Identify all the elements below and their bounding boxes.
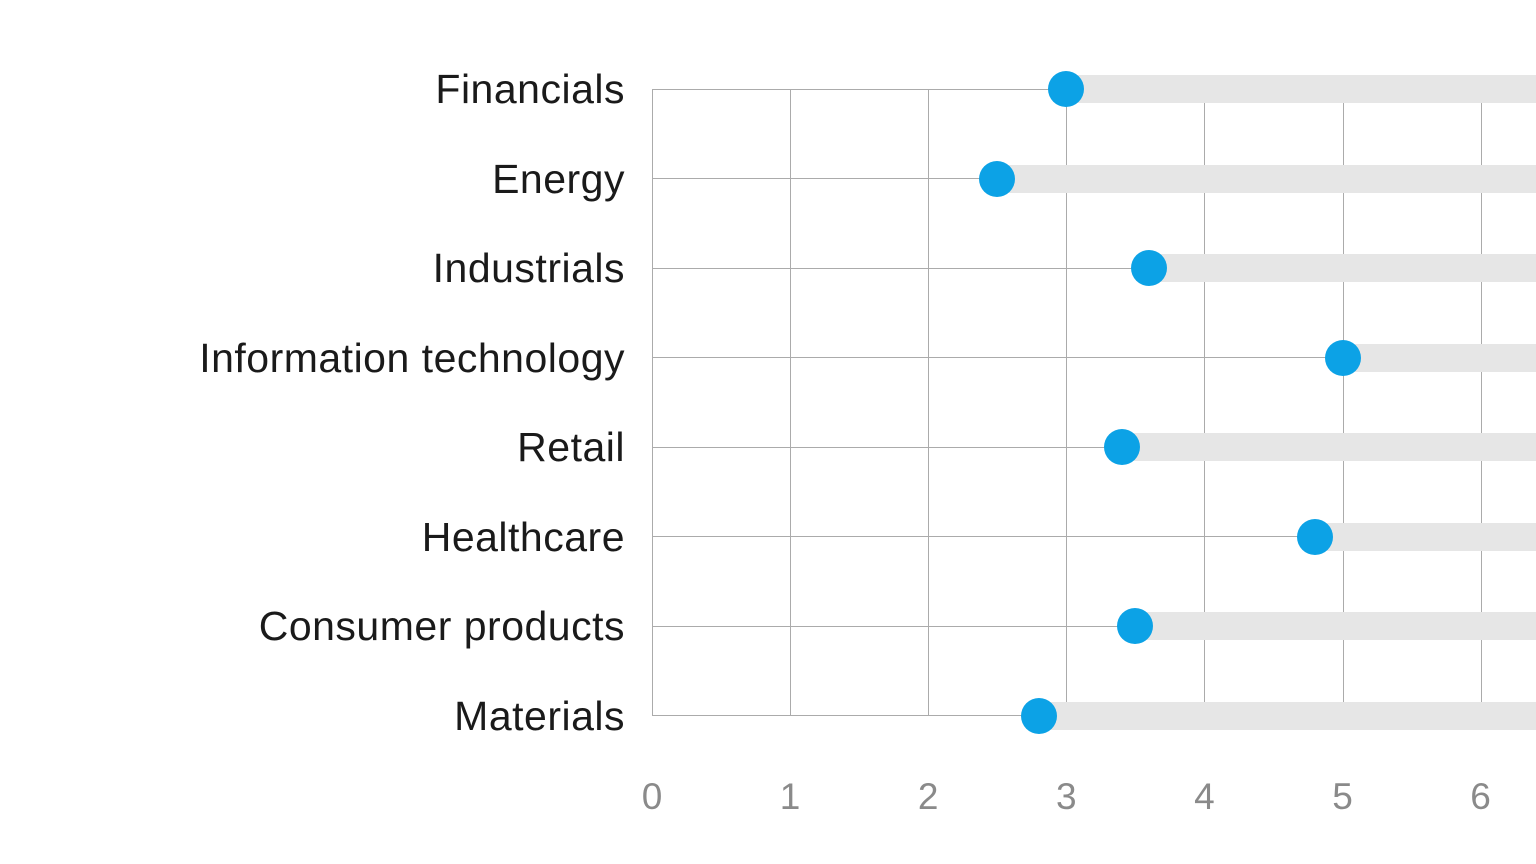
x-tick-label: 2 bbox=[917, 776, 939, 817]
x-gridline bbox=[1342, 89, 1344, 717]
category-label: Retail bbox=[517, 424, 625, 471]
category-guide-line bbox=[652, 625, 1136, 627]
data-point-dot bbox=[1048, 71, 1085, 107]
category-label: Financials bbox=[435, 66, 625, 112]
x-tick-label: 5 bbox=[1332, 776, 1353, 817]
category-label: Information technology bbox=[199, 334, 625, 381]
track-bar bbox=[1121, 433, 1536, 462]
category-guide-line bbox=[652, 446, 1122, 448]
data-point-dot bbox=[1324, 339, 1361, 376]
x-gridline bbox=[790, 89, 792, 717]
category-guide-line bbox=[652, 715, 1039, 717]
category-guide-line bbox=[652, 536, 1315, 538]
track-bar bbox=[1314, 522, 1536, 551]
data-point-dot bbox=[1020, 697, 1057, 734]
category-guide-line bbox=[652, 178, 998, 180]
category-guide-line bbox=[652, 357, 1343, 359]
track-bar bbox=[1038, 701, 1536, 730]
x-tick-label: 1 bbox=[779, 776, 801, 817]
x-gridline bbox=[928, 89, 930, 717]
category-label: Energy bbox=[492, 155, 625, 202]
category-label: Consumer products bbox=[258, 603, 625, 650]
data-point-dot bbox=[1131, 250, 1168, 287]
data-point-dot bbox=[1117, 608, 1154, 645]
x-tick-label: 6 bbox=[1470, 776, 1491, 817]
x-gridline bbox=[652, 89, 653, 717]
category-guide-line bbox=[652, 88, 1067, 90]
x-tick-label: 3 bbox=[1056, 776, 1077, 817]
data-point-dot bbox=[1103, 429, 1140, 466]
x-gridline bbox=[1204, 89, 1206, 717]
x-gridline bbox=[1066, 89, 1068, 717]
x-tick-label: 4 bbox=[1194, 776, 1215, 817]
track-bar bbox=[1342, 343, 1536, 372]
track-bar bbox=[997, 164, 1536, 193]
category-label: Healthcare bbox=[421, 513, 625, 560]
category-guide-line bbox=[652, 267, 1150, 269]
data-point-dot bbox=[979, 160, 1016, 197]
category-label: Industrials bbox=[432, 245, 625, 292]
x-tick-label: 0 bbox=[641, 776, 663, 817]
data-point-dot bbox=[1296, 518, 1333, 555]
track-bar bbox=[1149, 254, 1536, 283]
track-bar bbox=[1066, 75, 1536, 103]
track-bar bbox=[1135, 612, 1536, 641]
category-label: Materials bbox=[454, 692, 625, 739]
x-gridline bbox=[1480, 89, 1482, 717]
